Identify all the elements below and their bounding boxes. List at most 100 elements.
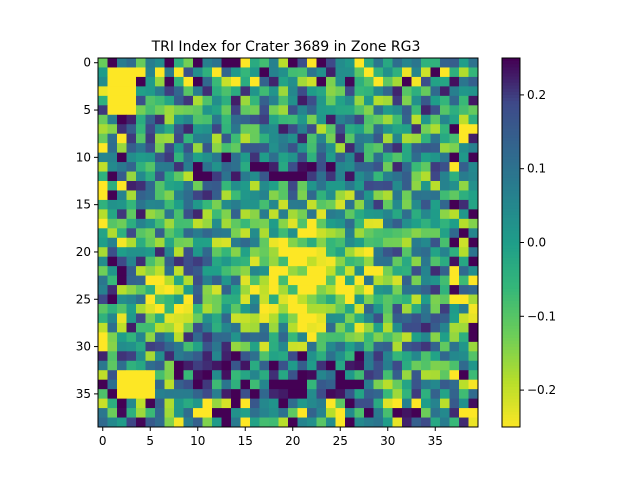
heatmap-cell — [449, 256, 460, 267]
heatmap-cell — [392, 341, 403, 352]
heatmap-cell — [269, 313, 279, 324]
heatmap-cell — [183, 143, 194, 154]
heatmap-cell — [269, 124, 279, 135]
heatmap-cell — [430, 114, 441, 125]
heatmap-cell — [373, 133, 384, 144]
heatmap-cell — [364, 370, 374, 381]
heatmap-cell — [202, 256, 213, 267]
heatmap-cell — [202, 370, 213, 381]
colorbar-segment — [502, 393, 520, 397]
colorbar-segment — [502, 322, 520, 327]
heatmap-cell — [145, 351, 156, 362]
heatmap-cell — [117, 114, 127, 125]
heatmap-cell — [402, 408, 412, 418]
heatmap-cell — [221, 86, 232, 97]
heatmap-cell — [183, 190, 194, 201]
heatmap-cell — [117, 351, 127, 362]
heatmap-cell — [392, 275, 403, 286]
heatmap-cell — [231, 247, 241, 258]
heatmap-cell — [345, 209, 355, 220]
heatmap-cell — [440, 152, 450, 163]
heatmap-cell — [402, 322, 412, 333]
heatmap-cell — [164, 313, 175, 324]
heatmap-cell — [107, 247, 118, 258]
heatmap-cell — [202, 228, 213, 239]
heatmap-cell — [98, 256, 108, 267]
heatmap-cell — [117, 152, 127, 163]
heatmap-cell — [250, 341, 260, 352]
colorbar-segment — [502, 390, 520, 394]
heatmap-cell — [202, 86, 213, 97]
heatmap-cell — [221, 341, 232, 352]
heatmap-cell — [155, 266, 165, 277]
heatmap-cell — [364, 218, 374, 229]
heatmap-cell — [459, 218, 469, 229]
colorbar-segment — [502, 319, 520, 323]
heatmap-cell — [307, 143, 317, 154]
heatmap-cell — [468, 228, 479, 239]
heatmap-cell — [430, 143, 441, 154]
heatmap-cell — [440, 181, 450, 191]
heatmap-cell — [402, 228, 412, 239]
colorbar-segment — [502, 107, 520, 111]
heatmap-cell — [98, 417, 108, 428]
heatmap-cell — [459, 76, 469, 87]
heatmap-cell — [193, 351, 203, 362]
colorbar-segment — [502, 408, 520, 413]
heatmap-cell — [364, 124, 374, 135]
heatmap-cell — [411, 351, 422, 362]
heatmap-cell — [373, 256, 384, 267]
colorbar-segment — [502, 147, 520, 151]
heatmap-cell — [117, 341, 127, 352]
heatmap-cell — [326, 266, 336, 277]
heatmap-cell — [316, 408, 327, 418]
heatmap-cell — [174, 152, 184, 163]
heatmap-cell — [373, 379, 384, 390]
heatmap-cell — [449, 114, 460, 125]
heatmap-cell — [364, 237, 374, 248]
heatmap-cell — [231, 322, 241, 333]
heatmap-cell — [373, 190, 384, 201]
heatmap-cell — [307, 114, 317, 125]
heatmap-cell — [136, 199, 146, 210]
heatmap-cell — [392, 209, 403, 220]
heatmap-cell — [212, 114, 222, 125]
heatmap-cell — [174, 341, 184, 352]
heatmap-cell — [183, 408, 194, 418]
heatmap-cell — [354, 304, 365, 314]
heatmap-cell — [459, 398, 469, 409]
heatmap-cell — [240, 285, 251, 295]
heatmap-cell — [459, 190, 469, 201]
heatmap-cell — [164, 133, 175, 144]
heatmap-cell — [221, 152, 232, 163]
heatmap-cell — [383, 190, 393, 201]
heatmap-cell — [221, 133, 232, 144]
heatmap-cell — [383, 86, 393, 97]
heatmap-cell — [278, 256, 289, 267]
heatmap-cell — [164, 218, 175, 229]
heatmap-cell — [164, 370, 175, 381]
heatmap-cell — [164, 190, 175, 201]
heatmap-cell — [136, 417, 146, 428]
heatmap-cell — [288, 294, 298, 305]
heatmap-cell — [335, 67, 346, 78]
heatmap-cell — [402, 247, 412, 258]
heatmap-cell — [440, 162, 450, 172]
heatmap-cell — [364, 408, 374, 418]
heatmap-cell — [155, 370, 165, 381]
heatmap-cell — [430, 86, 441, 97]
colorbar-segment — [502, 128, 520, 133]
x-tick-label: 0 — [99, 434, 107, 448]
heatmap-cell — [117, 133, 127, 144]
heatmap-cell — [364, 351, 374, 362]
heatmap-cell — [145, 341, 156, 352]
heatmap-cell — [231, 181, 241, 191]
heatmap-cell — [212, 237, 222, 248]
heatmap-cell — [297, 332, 308, 343]
heatmap-cell — [459, 313, 469, 324]
heatmap-cell — [335, 190, 346, 201]
heatmap-cell — [316, 171, 327, 182]
heatmap-cell — [440, 143, 450, 154]
heatmap-cell — [250, 124, 260, 135]
heatmap-cell — [288, 124, 298, 135]
